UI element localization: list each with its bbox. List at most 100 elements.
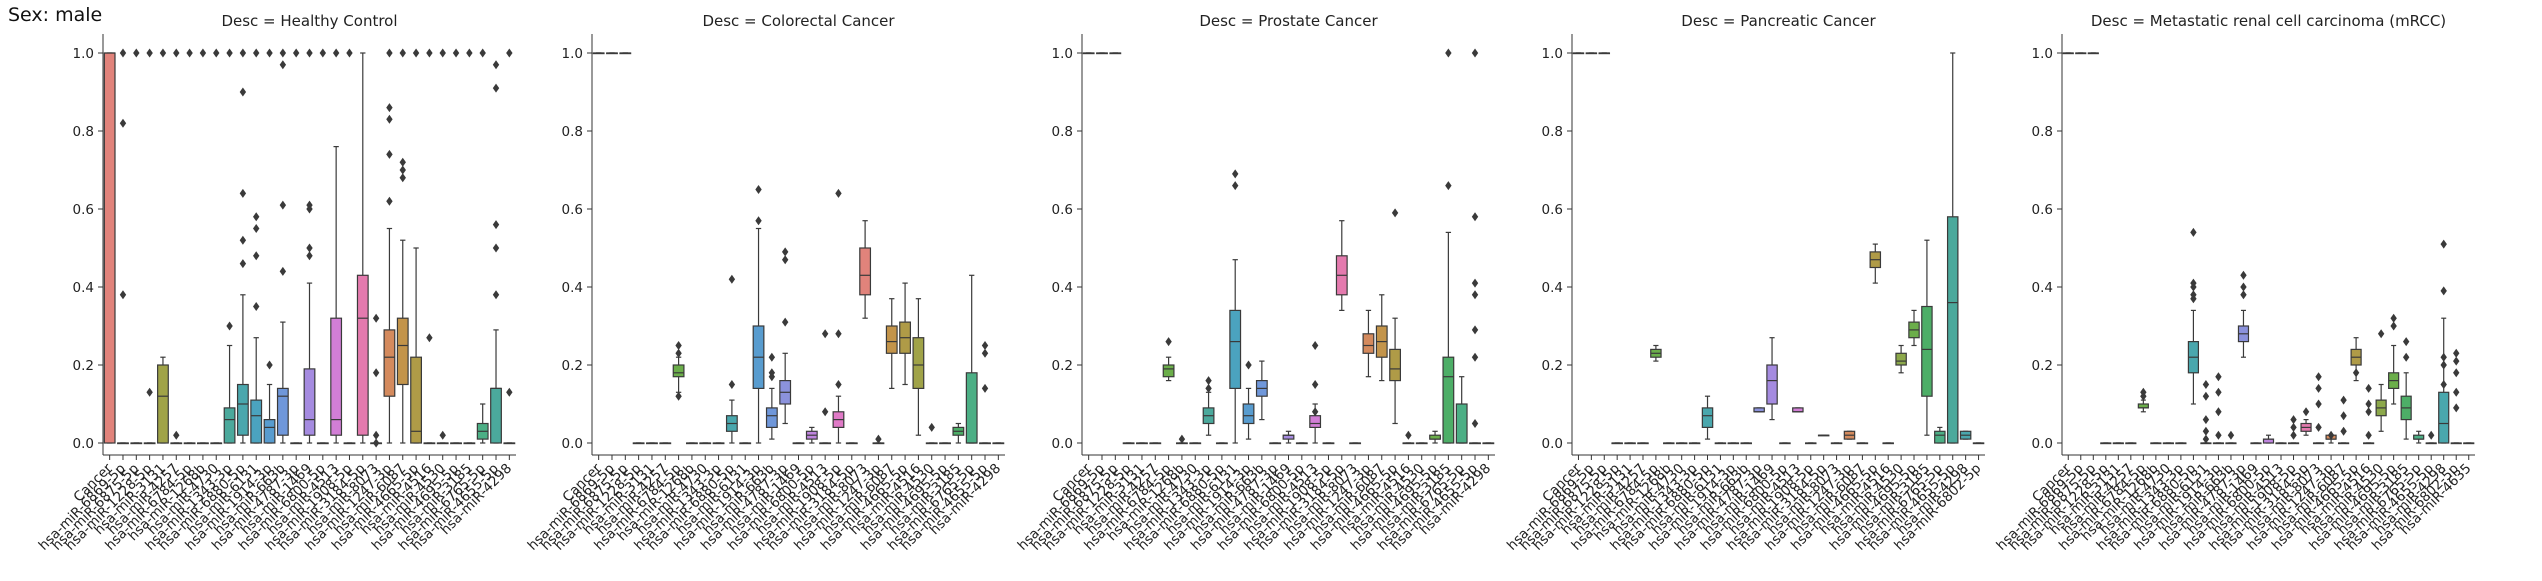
box-6 bbox=[659, 442, 672, 445]
flier-point bbox=[821, 407, 829, 417]
box-31 bbox=[1959, 430, 1972, 440]
box-30 bbox=[1469, 48, 1481, 445]
box-7 bbox=[2137, 387, 2149, 413]
y-tick-label: 1.0 bbox=[562, 46, 583, 62]
y-tick-label: 0.6 bbox=[1052, 202, 1073, 218]
y-tick-label: 1.0 bbox=[73, 46, 94, 62]
box-16 bbox=[792, 442, 805, 445]
y-tick-label: 0.2 bbox=[2032, 358, 2053, 374]
box-30 bbox=[979, 341, 991, 445]
box-19 bbox=[1805, 442, 1817, 445]
box-11 bbox=[725, 274, 738, 444]
box-12 bbox=[1229, 169, 1242, 444]
flier-point bbox=[426, 333, 433, 343]
flier-point bbox=[279, 48, 287, 58]
flier-point bbox=[492, 83, 500, 93]
flier-point bbox=[2365, 407, 2372, 417]
flier-point bbox=[146, 48, 153, 58]
flier-point bbox=[2202, 391, 2210, 401]
flier-point bbox=[2240, 290, 2247, 300]
box-27 bbox=[2388, 313, 2400, 405]
flier-point bbox=[1311, 380, 1319, 389]
box-31 bbox=[992, 442, 1005, 445]
box-3 bbox=[619, 52, 632, 55]
box-1 bbox=[103, 52, 116, 444]
box-27 bbox=[450, 48, 462, 445]
flier-point bbox=[2377, 329, 2385, 339]
flier-point bbox=[239, 259, 247, 269]
flier-point bbox=[239, 48, 247, 58]
flier-point bbox=[253, 251, 260, 261]
flier-point bbox=[2440, 286, 2447, 296]
box-14 bbox=[2225, 430, 2237, 445]
flier-point bbox=[399, 48, 406, 58]
flier-point bbox=[2315, 422, 2322, 432]
panel-3: Desc = Prostate Cancer 0.0 0.2 0.4 0.6 0.8 1.0… bbox=[1015, 12, 1495, 554]
box-22 bbox=[1362, 309, 1375, 378]
panel-title: Desc = Colorectal Cancer bbox=[702, 12, 895, 30]
box-1 bbox=[592, 52, 605, 55]
box-23 bbox=[396, 48, 409, 444]
flier-point bbox=[159, 48, 167, 58]
box-14 bbox=[276, 48, 289, 444]
flier-point bbox=[506, 48, 513, 58]
box-body bbox=[356, 274, 369, 436]
box-31 bbox=[503, 48, 516, 445]
box-body bbox=[1921, 305, 1933, 397]
box-10 bbox=[1688, 442, 1701, 445]
box-5 bbox=[646, 442, 658, 445]
box-20 bbox=[845, 442, 858, 445]
flier-point bbox=[306, 48, 313, 58]
y-tick-label: 0.4 bbox=[562, 280, 583, 296]
box-22 bbox=[1843, 430, 1856, 440]
flier-point bbox=[439, 48, 446, 58]
box-body bbox=[1766, 364, 1778, 405]
flier-point bbox=[1311, 341, 1319, 350]
panel-4: Desc = Pancreatic Cancer 0.0 0.2 0.4 0.6 0.8 1… bbox=[1504, 12, 1985, 554]
y-tick-label: 1.0 bbox=[2032, 46, 2053, 62]
box-body bbox=[1895, 352, 1907, 366]
flier-point bbox=[372, 313, 380, 323]
box-25 bbox=[2363, 383, 2375, 445]
box-body bbox=[103, 52, 116, 444]
flier-point bbox=[2427, 430, 2435, 440]
box-5 bbox=[157, 48, 169, 444]
box-4 bbox=[1122, 442, 1135, 445]
flier-point bbox=[981, 341, 989, 350]
flier-point bbox=[1471, 352, 1479, 362]
box-28 bbox=[952, 422, 965, 444]
box-12 bbox=[739, 442, 752, 445]
box-15 bbox=[2237, 270, 2250, 358]
flier-point bbox=[399, 157, 406, 167]
figure-title: Sex: male bbox=[8, 4, 103, 26]
flier-point bbox=[2453, 403, 2460, 413]
box-26 bbox=[1895, 344, 1907, 374]
box-body bbox=[490, 387, 502, 444]
box-25 bbox=[1882, 442, 1894, 445]
box-8 bbox=[1175, 434, 1188, 445]
panel-2: Desc = Colorectal Cancer 0.0 0.2 0.4 0.6 0.8 1… bbox=[525, 12, 1005, 554]
flier-point bbox=[2315, 383, 2322, 393]
box-6 bbox=[1637, 442, 1649, 445]
flier-point bbox=[1311, 407, 1319, 417]
y-tick-label: 1.0 bbox=[1052, 46, 1073, 62]
flier-point bbox=[675, 348, 682, 358]
flier-point bbox=[755, 185, 762, 194]
box-5 bbox=[1624, 442, 1636, 445]
flier-point bbox=[2340, 411, 2347, 421]
box-15 bbox=[779, 247, 792, 425]
flier-point bbox=[239, 235, 247, 245]
flier-point bbox=[675, 391, 682, 401]
flier-point bbox=[1245, 360, 1252, 370]
y-tick-label: 0.6 bbox=[562, 202, 583, 218]
flier-point bbox=[226, 48, 233, 58]
flier-point bbox=[1445, 181, 1452, 191]
box-body bbox=[765, 407, 778, 428]
box-7 bbox=[1162, 337, 1175, 382]
box-21 bbox=[1830, 442, 1843, 445]
flier-point bbox=[253, 224, 260, 233]
box-6 bbox=[170, 48, 183, 445]
box-22 bbox=[2325, 430, 2337, 444]
flier-point bbox=[199, 48, 207, 58]
